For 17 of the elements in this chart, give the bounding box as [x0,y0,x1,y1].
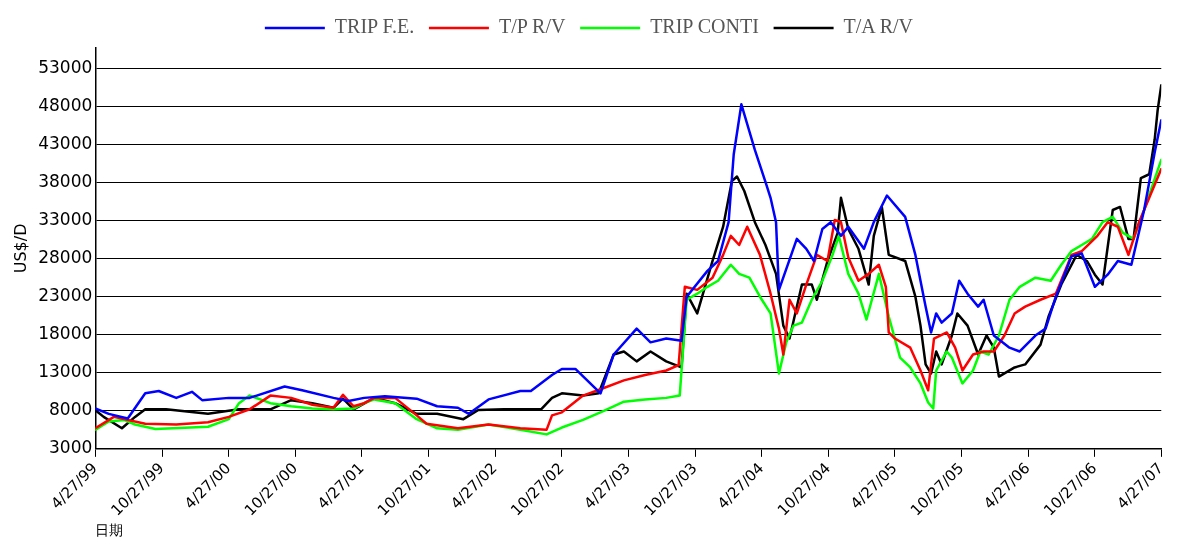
y-tick-label: 33000 [38,209,93,230]
y-tick-label: 38000 [38,171,93,192]
y-tick-label: 43000 [38,133,93,154]
legend-label: T/P R/V [498,15,566,38]
y-axis-title: US$/D [10,223,30,274]
y-tick-label: 8000 [49,399,93,420]
y-tick-label: 48000 [38,94,93,115]
y-tick-label: 18000 [38,323,93,344]
y-tick-label: 53000 [38,56,93,77]
legend-label: TRIP F.E. [334,15,415,38]
y-tick-label: 28000 [38,247,93,268]
legend-label: TRIP CONTI [650,15,759,38]
y-tick-label: 23000 [38,285,93,306]
legend-label: T/A R/V [843,15,914,38]
x-axis-title: 日期 [95,522,124,539]
y-tick-label: 13000 [38,361,93,382]
y-tick-label: 3000 [49,437,93,458]
